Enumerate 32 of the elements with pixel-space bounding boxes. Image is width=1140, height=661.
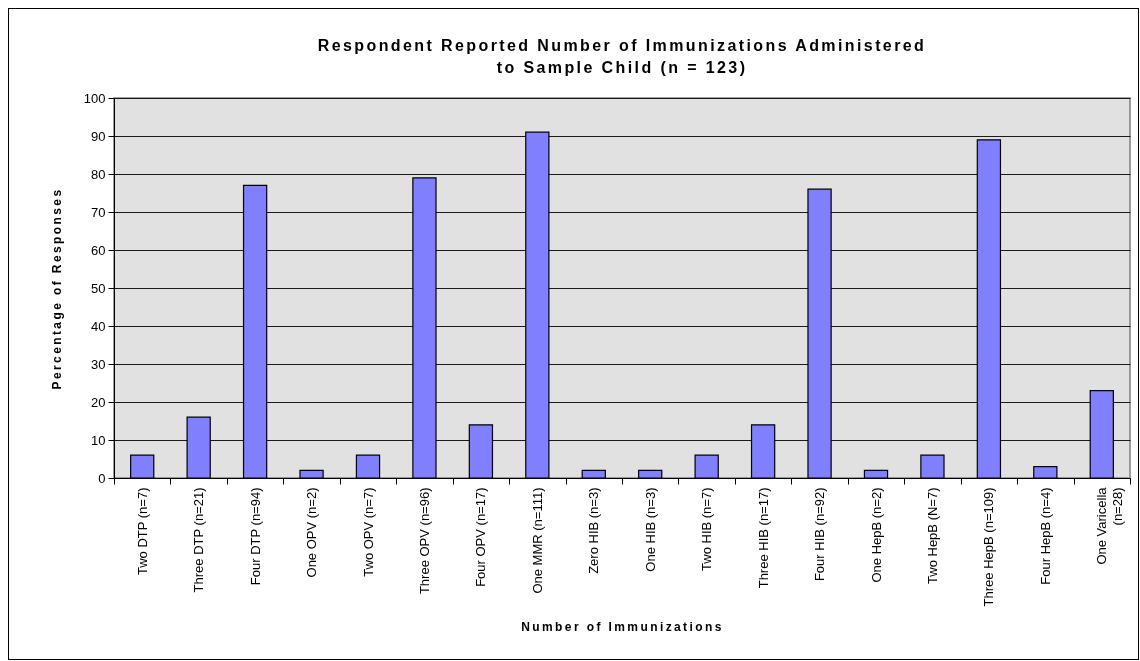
- x-axis-title: Number of Immunizations: [521, 620, 724, 635]
- x-tick-label: Three DTP (n=21): [191, 487, 207, 593]
- y-tick-label: 70: [91, 204, 106, 220]
- y-axis-title: Percentage of Responses: [49, 187, 64, 390]
- x-tick-label: One MMR (n=111): [529, 487, 545, 594]
- x-tick-label: Two HIB (n=7): [699, 487, 715, 571]
- x-tick-label: Zero HIB (n=3): [586, 487, 602, 574]
- y-tick-label: 100: [83, 90, 106, 106]
- y-tick-label: 60: [91, 242, 106, 258]
- x-tick-label: Two HepB (N=7): [924, 487, 940, 584]
- x-tick-label: Three OPV (n=96): [416, 487, 432, 595]
- x-tick-label: Four HepB (n=4): [1037, 487, 1053, 585]
- y-tick-label: 0: [98, 470, 106, 486]
- x-tick-label: One HepB (n=2): [868, 487, 884, 583]
- x-tick-label: Two DTP (n=7): [134, 487, 150, 576]
- y-tick-label: 90: [91, 128, 106, 144]
- x-tick-label: One HIB (n=3): [642, 487, 658, 572]
- y-tick-label: 30: [91, 356, 106, 372]
- chart-title: Respondent Reported Number of Immunizations Administered to Sample Child (n = 123): [317, 37, 927, 76]
- x-tick-label: Three HepB (n=109): [981, 487, 997, 607]
- x-tick-label: One OPV (n=2): [304, 487, 320, 578]
- y-tick-label: 50: [91, 280, 106, 296]
- x-tick-label: Four HIB (n=92): [812, 487, 828, 582]
- x-tick-label: Two OPV (n=7): [360, 487, 376, 577]
- x-tick-label: Three HIB (n=17): [755, 487, 771, 589]
- y-tick-label: 40: [91, 318, 106, 334]
- y-tick-label: 20: [91, 394, 106, 410]
- y-tick-label: 80: [91, 166, 106, 182]
- y-tick-label: 10: [91, 432, 106, 448]
- x-tick-label: One Varicella (n=28): [1094, 486, 1126, 565]
- x-tick-label: Four DTP (n=94): [247, 487, 263, 586]
- x-tick-label: Four OPV (n=17): [473, 487, 489, 587]
